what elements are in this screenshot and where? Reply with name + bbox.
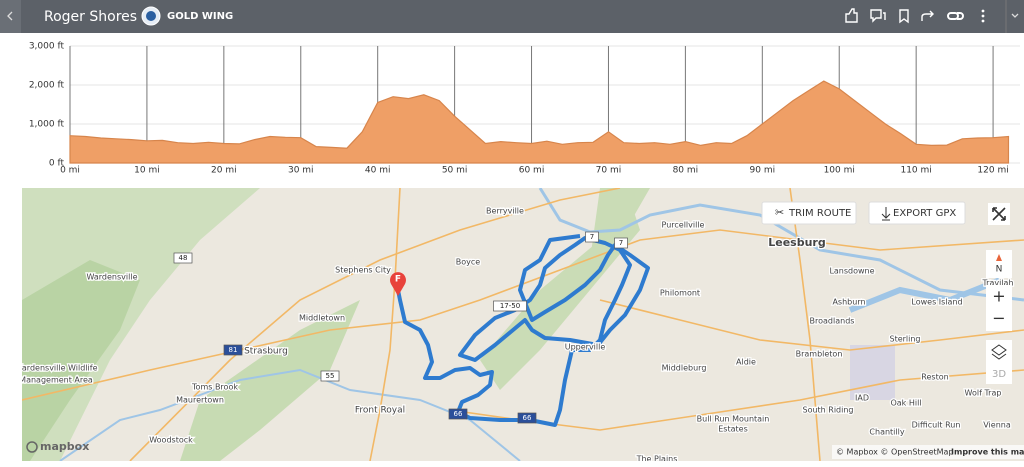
- place-label: Ashburn: [832, 298, 865, 307]
- place-label: Strasburg: [244, 347, 288, 357]
- place-label: Oak Hill: [890, 399, 921, 408]
- x-tick-label: 70 mi: [596, 166, 622, 176]
- place-label: Purcellville: [662, 221, 705, 230]
- place-label: Management Area: [19, 376, 93, 385]
- 3d-button[interactable]: 3D: [992, 369, 1006, 380]
- elevation-area: [70, 81, 1009, 163]
- bike-name: GOLD WING: [167, 11, 233, 22]
- place-label: Vienna: [983, 421, 1011, 430]
- shield-label: 66: [523, 414, 532, 422]
- place-label: Lansdowne: [829, 267, 874, 276]
- place-label: Difficult Run: [912, 421, 961, 430]
- place-label: South Riding: [802, 406, 853, 415]
- marker-label: F: [395, 275, 401, 285]
- trim-label: TRIM ROUTE: [788, 208, 851, 219]
- bike-logo-inner: [146, 11, 156, 21]
- x-tick-label: 100 mi: [824, 166, 855, 176]
- place-label: IAD: [855, 394, 869, 403]
- place-label: Upperville: [565, 343, 606, 352]
- shield-label: 81: [229, 346, 238, 354]
- shield-label: 7: [619, 239, 623, 247]
- dot: [982, 20, 985, 23]
- place-label: Chantilly: [869, 428, 904, 437]
- place-label: Aldie: [736, 358, 756, 367]
- place-label: Sterling: [889, 335, 920, 344]
- scissors-icon: ✂: [775, 206, 784, 219]
- zoom-in[interactable]: +: [992, 287, 1005, 306]
- y-tick-label: 2,000 ft: [29, 81, 65, 91]
- shield-label: 17-50: [500, 302, 520, 310]
- place-label: Boyce: [456, 258, 481, 267]
- place-label: Toms Brook: [191, 383, 238, 392]
- y-tick-label: 1,000 ft: [29, 120, 65, 130]
- place-label: Wardensville: [86, 273, 137, 282]
- shield-label: 7: [590, 233, 594, 241]
- x-tick-label: 110 mi: [900, 166, 931, 176]
- back-button[interactable]: [0, 0, 21, 33]
- x-tick-label: 10 mi: [134, 166, 160, 176]
- x-tick-label: 30 mi: [288, 166, 314, 176]
- shield-label: 48: [179, 254, 188, 262]
- improve-link[interactable]: Improve this map: [951, 448, 1024, 457]
- place-label: Brambleton: [796, 350, 843, 359]
- place-label: The Plains: [636, 455, 678, 464]
- place-label: Lowes Island: [911, 298, 962, 307]
- y-tick-label: 3,000 ft: [29, 42, 65, 52]
- shield-label: 55: [326, 372, 335, 380]
- more-icon[interactable]: [982, 10, 985, 23]
- place-label: Leesburg: [768, 236, 825, 249]
- map[interactable]: F Berryville Purcellville Leesburg Lansdown…: [15, 188, 1024, 463]
- place-label: Maurertown: [176, 396, 224, 405]
- shield-label: 66: [454, 410, 463, 418]
- export-label: EXPORT GPX: [893, 208, 956, 219]
- x-tick-label: 120 mi: [977, 166, 1008, 176]
- place-label: Wolf Trap: [965, 389, 1002, 398]
- x-tick-label: 20 mi: [211, 166, 237, 176]
- place-label: Wardensville Wildlife: [15, 364, 98, 373]
- place-label: Middletown: [299, 314, 345, 323]
- dot: [982, 10, 985, 13]
- place-label: Stephens City: [335, 266, 391, 275]
- x-tick-label: 80 mi: [673, 166, 699, 176]
- mapbox-logo[interactable]: mapbox: [40, 440, 89, 453]
- x-tick-label: 0 mi: [60, 166, 80, 176]
- place-label: Berryville: [486, 207, 524, 216]
- place-label: Reston: [921, 373, 948, 382]
- route-title: Roger Shores: [44, 9, 137, 25]
- attribution[interactable]: © Mapbox © OpenStreetMap: [836, 448, 954, 457]
- zoom-out[interactable]: −: [992, 309, 1005, 328]
- x-tick-label: 60 mi: [519, 166, 545, 176]
- x-tick-label: 90 mi: [750, 166, 776, 176]
- place-label: Middleburg: [662, 364, 707, 373]
- place-label: Woodstock: [149, 436, 193, 445]
- compass-label: N: [996, 265, 1003, 275]
- x-tick-label: 50 mi: [442, 166, 468, 176]
- dot: [982, 15, 985, 18]
- place-label: Estates: [718, 425, 748, 434]
- place-label: Broadlands: [810, 317, 855, 326]
- place-label: Philomont: [660, 289, 700, 298]
- airport: [850, 345, 895, 400]
- place-label: Bull Run Mountain: [697, 415, 770, 424]
- x-tick-label: 40 mi: [365, 166, 391, 176]
- place-label: Front Royal: [355, 406, 405, 416]
